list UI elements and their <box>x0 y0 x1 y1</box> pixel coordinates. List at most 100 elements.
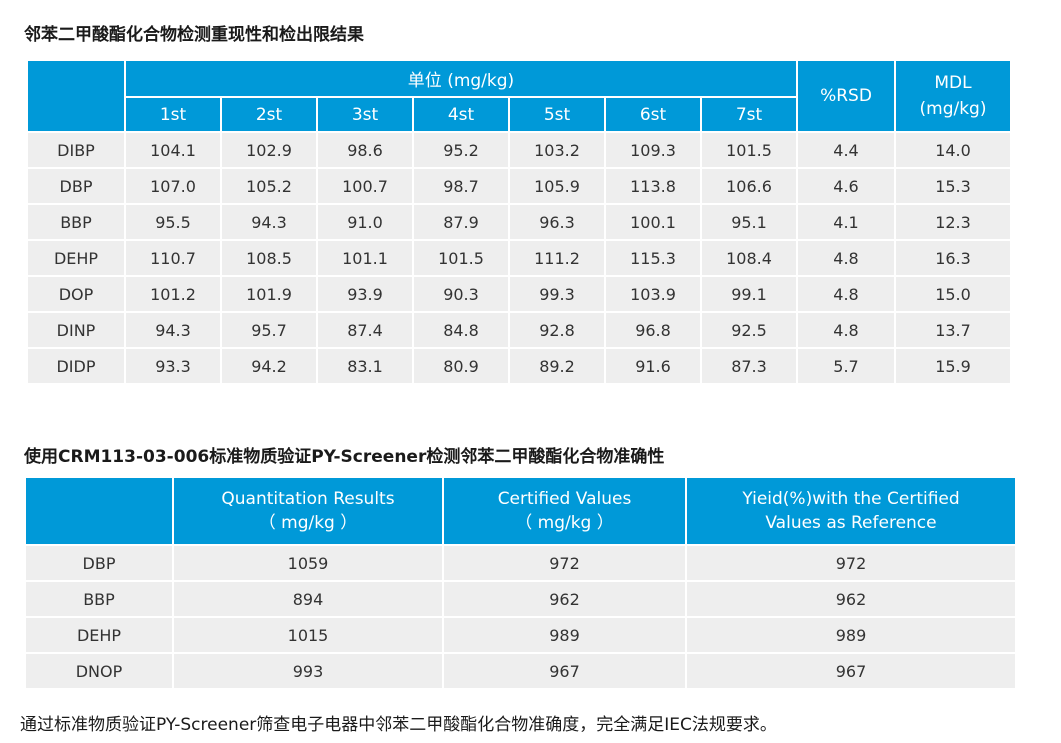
run-value-cell: 89.2 <box>508 347 606 385</box>
table-row: DEHP 1015 989 989 <box>24 616 1017 654</box>
run-value-cell: 91.0 <box>316 203 414 241</box>
yield-value-cell: 989 <box>685 616 1017 654</box>
run-value-cell: 94.3 <box>220 203 318 241</box>
quantitation-results-header: Quantitation Results （ mg/kg ） <box>172 476 444 546</box>
mdl-value-cell: 15.0 <box>894 275 1012 313</box>
run-value-cell: 109.3 <box>604 131 702 169</box>
run-value-cell: 101.5 <box>700 131 798 169</box>
quantitation-value-cell: 894 <box>172 580 444 618</box>
table-row: DOP 101.2 101.9 93.9 90.3 99.3 103.9 99.1 4.8 15.… <box>26 275 1012 313</box>
rsd-value-cell: 5.7 <box>796 347 896 385</box>
run-value-cell: 93.9 <box>316 275 414 313</box>
table-row: BBP 95.5 94.3 91.0 87.9 96.3 100.1 95.1 4.1 12.3 <box>26 203 1012 241</box>
yield-value-cell: 962 <box>685 580 1017 618</box>
accuracy-table: Quantitation Results （ mg/kg ） Certified… <box>24 476 1017 690</box>
rsd-value-cell: 4.8 <box>796 311 896 349</box>
accuracy-table-body: DBP 1059 972 972 BBP 894 962 962 DEHP 1015 989 989 D… <box>24 544 1017 690</box>
compound-name-cell: BBP <box>26 203 126 241</box>
compound-name-cell: BBP <box>24 580 174 618</box>
table-row: DEHP 110.7 108.5 101.1 101.5 111.2 115.3 108.4 4… <box>26 239 1012 277</box>
quantitation-value-cell: 1015 <box>172 616 444 654</box>
table2-title: 使用CRM113-03-006标准物质验证PY-Screener检测邻苯二甲酸酯… <box>24 447 665 467</box>
header-line1: Yieid(%)with the Certified <box>742 489 960 509</box>
compound-name-cell: DEHP <box>24 616 174 654</box>
run-value-cell: 105.9 <box>508 167 606 205</box>
compound-name-cell: DINP <box>26 311 126 349</box>
quantitation-value-cell: 993 <box>172 652 444 690</box>
run-value-cell: 90.3 <box>412 275 510 313</box>
table-row: DBP 107.0 105.2 100.7 98.7 105.9 113.8 106.6 4.6… <box>26 167 1012 205</box>
run-header-3: 3st <box>316 96 414 133</box>
run-value-cell: 101.5 <box>412 239 510 277</box>
run-value-cell: 101.1 <box>316 239 414 277</box>
run-header-6: 6st <box>604 96 702 133</box>
compound-name-cell: DBP <box>24 544 174 582</box>
certified-value-cell: 967 <box>442 652 687 690</box>
header-line2: （ mg/kg ） <box>515 513 614 533</box>
run-value-cell: 113.8 <box>604 167 702 205</box>
header-line1: Quantitation Results <box>221 489 395 509</box>
quantitation-value-cell: 1059 <box>172 544 444 582</box>
header-line1: Certified Values <box>497 489 632 509</box>
run-header-2: 2st <box>220 96 318 133</box>
yield-header: Yieid(%)with the Certified Values as Ref… <box>685 476 1017 546</box>
run-value-cell: 98.6 <box>316 131 414 169</box>
mdl-header-line2: (mg/kg) <box>919 99 987 119</box>
run-value-cell: 107.0 <box>124 167 222 205</box>
run-value-cell: 80.9 <box>412 347 510 385</box>
run-header-1: 1st <box>124 96 222 133</box>
run-value-cell: 103.9 <box>604 275 702 313</box>
run-value-cell: 108.5 <box>220 239 318 277</box>
certified-values-header: Certified Values （ mg/kg ） <box>442 476 687 546</box>
rsd-value-cell: 4.8 <box>796 239 896 277</box>
mdl-value-cell: 13.7 <box>894 311 1012 349</box>
yield-value-cell: 967 <box>685 652 1017 690</box>
compound-name-cell: DIBP <box>26 131 126 169</box>
run-value-cell: 92.5 <box>700 311 798 349</box>
run-value-cell: 95.2 <box>412 131 510 169</box>
table-row: BBP 894 962 962 <box>24 580 1017 618</box>
run-value-cell: 83.1 <box>316 347 414 385</box>
compound-name-cell: DOP <box>26 275 126 313</box>
compound-name-cell: DEHP <box>26 239 126 277</box>
run-header-7: 7st <box>700 96 798 133</box>
run-value-cell: 98.7 <box>412 167 510 205</box>
table1-title: 邻苯二甲酸酯化合物检测重现性和检出限结果 <box>24 25 364 45</box>
compound-name-cell: DIDP <box>26 347 126 385</box>
run-value-cell: 99.3 <box>508 275 606 313</box>
corner-header-cell <box>26 59 126 133</box>
run-value-cell: 95.7 <box>220 311 318 349</box>
mdl-header: MDL (mg/kg) <box>894 59 1012 133</box>
run-value-cell: 99.1 <box>700 275 798 313</box>
run-value-cell: 101.9 <box>220 275 318 313</box>
conclusion-note: 通过标准物质验证PY-Screener筛查电子电器中邻苯二甲酸酯化合物准确度，完… <box>20 715 777 735</box>
run-value-cell: 96.3 <box>508 203 606 241</box>
rsd-value-cell: 4.6 <box>796 167 896 205</box>
mdl-value-cell: 16.3 <box>894 239 1012 277</box>
run-value-cell: 102.9 <box>220 131 318 169</box>
table-row: DIDP 93.3 94.2 83.1 80.9 89.2 91.6 87.3 5.7 15.9 <box>26 347 1012 385</box>
run-value-cell: 100.1 <box>604 203 702 241</box>
rsd-value-cell: 4.4 <box>796 131 896 169</box>
run-value-cell: 100.7 <box>316 167 414 205</box>
run-value-cell: 94.2 <box>220 347 318 385</box>
table-row: DNOP 993 967 967 <box>24 652 1017 690</box>
run-value-cell: 91.6 <box>604 347 702 385</box>
rsd-header: %RSD <box>796 59 896 133</box>
compound-name-cell: DBP <box>26 167 126 205</box>
mdl-value-cell: 15.3 <box>894 167 1012 205</box>
run-value-cell: 87.3 <box>700 347 798 385</box>
run-value-cell: 95.1 <box>700 203 798 241</box>
run-value-cell: 111.2 <box>508 239 606 277</box>
run-value-cell: 104.1 <box>124 131 222 169</box>
run-value-cell: 92.8 <box>508 311 606 349</box>
header-line2: Values as Reference <box>765 513 937 533</box>
compound-name-cell: DNOP <box>24 652 174 690</box>
rsd-value-cell: 4.1 <box>796 203 896 241</box>
table-row: DIBP 104.1 102.9 98.6 95.2 103.2 109.3 101.5 4.4… <box>26 131 1012 169</box>
unit-group-header: 单位 (mg/kg) <box>124 59 798 98</box>
run-header-4: 4st <box>412 96 510 133</box>
run-value-cell: 95.5 <box>124 203 222 241</box>
certified-value-cell: 972 <box>442 544 687 582</box>
run-value-cell: 103.2 <box>508 131 606 169</box>
